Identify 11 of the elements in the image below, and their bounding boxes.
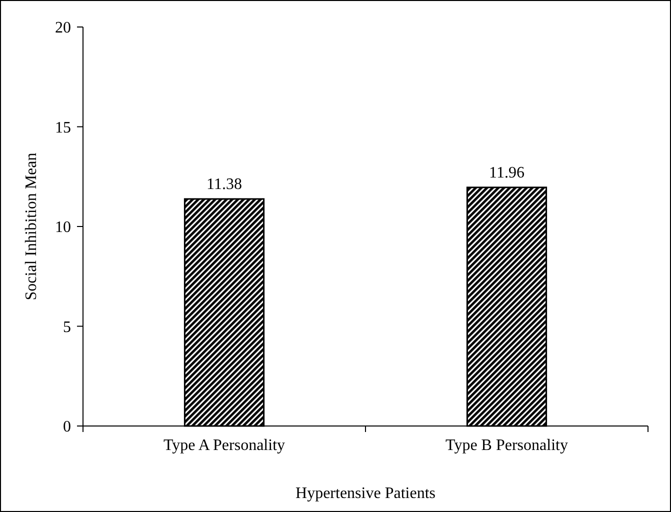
- x-tick-label: Type B Personality: [446, 437, 568, 454]
- y-tick-label: 20: [55, 20, 71, 37]
- data-label: 11.96: [489, 164, 524, 182]
- y-axis-title: Social Inhibition Mean: [23, 152, 40, 300]
- y-tick-label: 15: [55, 119, 71, 136]
- x-tick-label: Type A Personality: [163, 437, 286, 454]
- y-tick-label: 5: [63, 318, 71, 336]
- data-label: 11.38: [206, 176, 242, 193]
- y-tick-label: 10: [55, 219, 71, 236]
- x-axis-title: Hypertensive Patients: [296, 485, 436, 502]
- y-tick-label: 0: [63, 418, 71, 436]
